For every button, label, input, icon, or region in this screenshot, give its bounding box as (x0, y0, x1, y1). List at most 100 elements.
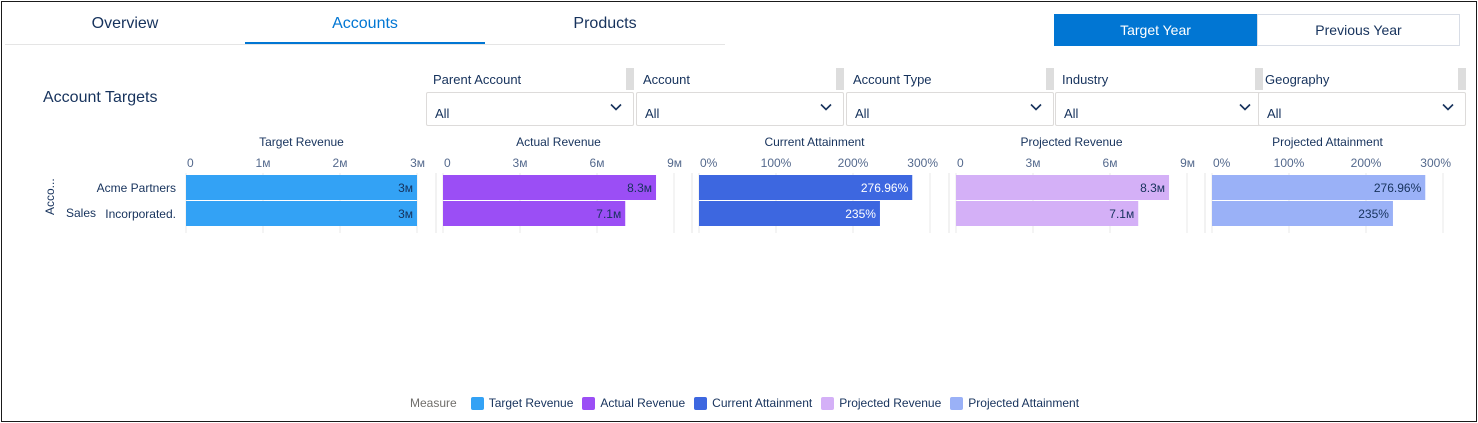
projected-revenue-tick-label: 0 (957, 156, 964, 170)
legend-item-projected-revenue[interactable]: Projected Revenue (821, 396, 941, 410)
projected-attainment-tick-label: 0% (1213, 156, 1231, 170)
actual-revenue-data-label: 7.1м (596, 207, 621, 221)
filter-label: Geography (1265, 72, 1330, 87)
resize-handle[interactable] (1458, 68, 1466, 90)
current-attainment-tick-label: 200% (838, 156, 869, 170)
actual-revenue-tick-label: 6м (590, 156, 605, 170)
industry-select[interactable]: All (1055, 92, 1263, 126)
projected-attainment-tick-label: 100% (1274, 156, 1305, 170)
section-title: Account Targets (43, 89, 158, 106)
actual-revenue-data-label: 8.3м (627, 181, 652, 195)
current-attainment-tick-label: 0% (700, 156, 718, 170)
target-revenue-bar-acme-partners (186, 175, 417, 200)
select-value: All (1267, 106, 1282, 121)
projected-revenue-panel-title: Projected Revenue (1020, 135, 1122, 149)
legend-item-target-revenue[interactable]: Target Revenue (470, 396, 574, 410)
actual-revenue-tick-label: 9м (667, 156, 682, 170)
geography-select[interactable]: All (1258, 92, 1466, 126)
target-revenue-bar-sales-incorporated (186, 201, 417, 226)
legend-item-current-attainment[interactable]: Current Attainment (694, 396, 812, 410)
row-label-sales-part2: Incorporated. (105, 207, 176, 221)
target-revenue-data-label: 3м (398, 181, 413, 195)
current-attainment-bar-acme-partners (699, 175, 913, 200)
tabs-divider (5, 44, 725, 45)
projected-attainment-data-label: 276.96% (1374, 181, 1422, 195)
legend-item-actual-revenue[interactable]: Actual Revenue (582, 396, 685, 410)
projected-attainment-data-label: 235% (1358, 207, 1389, 221)
legend-swatch (694, 396, 708, 410)
resize-handle[interactable] (836, 68, 844, 90)
tab-overview[interactable]: Overview (91, 15, 159, 32)
current-attainment-data-label: 276.96% (861, 181, 909, 195)
legend-swatch (582, 396, 596, 410)
chart-legend: Measure Target Revenue Actual Revenue Cu… (410, 395, 1088, 411)
resize-handle[interactable] (626, 68, 634, 90)
actual-revenue-tick-label: 3м (513, 156, 528, 170)
select-value: All (855, 106, 870, 121)
tab-accounts[interactable]: Accounts (245, 0, 485, 45)
target-revenue-tick-label: 1м (256, 156, 271, 170)
legend-label: Projected Attainment (968, 396, 1080, 410)
projected-attainment-bar-acme-partners (1212, 175, 1426, 200)
legend-title: Measure (410, 396, 457, 410)
filter-account-type: Account Type All (846, 68, 1054, 126)
chevron-down-icon (610, 103, 622, 111)
target-revenue-data-label: 3м (398, 207, 413, 221)
chevron-down-icon (820, 103, 832, 111)
filter-industry: Industry All (1055, 68, 1263, 126)
previous-year-button[interactable]: Previous Year (1257, 14, 1460, 46)
current-attainment-bar-sales-incorporated (699, 201, 880, 226)
filter-geography: Geography All (1258, 68, 1466, 126)
select-value: All (1064, 106, 1079, 121)
filter-label: Parent Account (433, 72, 522, 87)
legend-label: Current Attainment (712, 396, 813, 410)
legend-label: Target Revenue (488, 396, 574, 410)
projected-revenue-bar-sales-incorporated (956, 201, 1139, 226)
account-type-select[interactable]: All (846, 92, 1054, 126)
actual-revenue-panel-title: Actual Revenue (516, 135, 601, 149)
resize-handle[interactable] (1046, 68, 1054, 90)
chevron-down-icon (1030, 103, 1042, 111)
projected-revenue-data-label: 7.1м (1109, 207, 1134, 221)
target-revenue-tick-label: 3м (410, 156, 425, 170)
projected-revenue-tick-label: 9м (1180, 156, 1195, 170)
row-label-sales-part1: Sales (66, 206, 96, 220)
projected-attainment-panel-title: Projected Attainment (1272, 135, 1383, 149)
legend-label: Projected Revenue (839, 396, 942, 410)
current-attainment-data-label: 235% (845, 207, 876, 221)
row-axis-label: Acco... (43, 178, 57, 215)
current-attainment-tick-label: 300% (907, 156, 938, 170)
filter-label: Account Type (853, 72, 932, 87)
actual-revenue-tick-label: 0 (444, 156, 451, 170)
parent-account-select[interactable]: All (426, 92, 634, 126)
account-select[interactable]: All (636, 92, 844, 126)
actual-revenue-bar-sales-incorporated (443, 201, 626, 226)
chevron-down-icon (1239, 103, 1251, 111)
filter-label: Account (643, 72, 690, 87)
projected-attainment-bar-sales-incorporated (1212, 201, 1393, 226)
current-attainment-tick-label: 100% (761, 156, 792, 170)
tab-products[interactable]: Products (573, 15, 637, 32)
legend-label: Actual Revenue (600, 396, 686, 410)
filter-label: Industry (1062, 72, 1109, 87)
resize-handle[interactable] (1255, 68, 1263, 90)
projected-attainment-tick-label: 300% (1420, 156, 1451, 170)
filter-account: Account All (636, 68, 844, 126)
row-label-acme-partners: Acme Partners (97, 181, 176, 195)
target-revenue-tick-label: 2м (333, 156, 348, 170)
projected-revenue-tick-label: 6м (1103, 156, 1118, 170)
legend-item-projected-attainment[interactable]: Projected Attainment (950, 396, 1079, 410)
select-value: All (645, 106, 660, 121)
actual-revenue-bar-acme-partners (443, 175, 657, 200)
target-revenue-tick-label: 0 (187, 156, 194, 170)
legend-swatch (470, 396, 484, 410)
projected-revenue-bar-acme-partners (956, 175, 1170, 200)
projected-revenue-tick-label: 3м (1026, 156, 1041, 170)
chevron-down-icon (1442, 103, 1454, 111)
legend-swatch (950, 396, 964, 410)
current-attainment-panel-title: Current Attainment (764, 135, 865, 149)
projected-revenue-data-label: 8.3м (1140, 181, 1165, 195)
target-year-button[interactable]: Target Year (1054, 14, 1257, 46)
filter-parent-account: Parent Account All (426, 68, 634, 126)
